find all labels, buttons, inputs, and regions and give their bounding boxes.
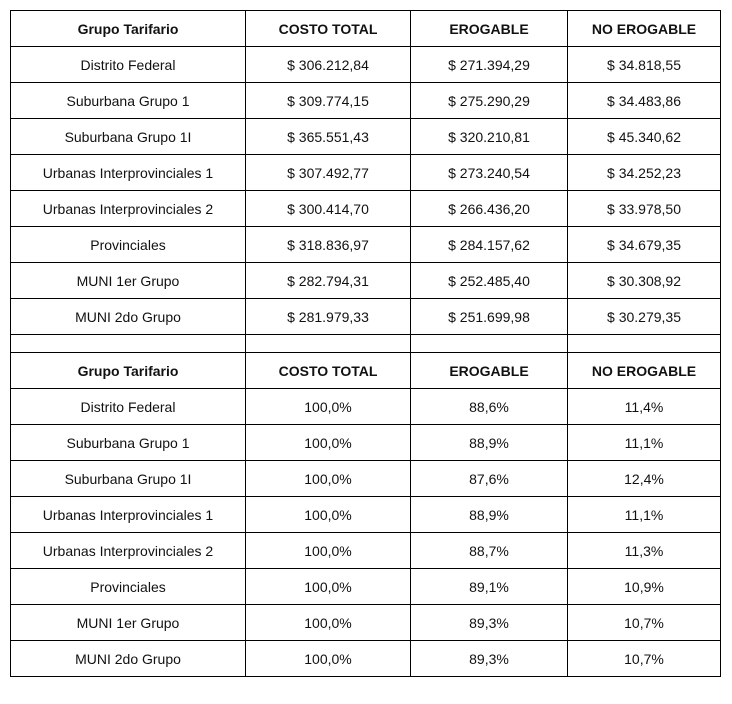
value-cell: $ 306.212,84 (245, 46, 411, 83)
group-cell: Urbanas Interprovinciales 2 (10, 190, 246, 227)
group-cell: MUNI 1er Grupo (10, 262, 246, 299)
group-cell: Distrito Federal (10, 388, 246, 425)
value-cell: $ 300.414,70 (245, 190, 411, 227)
value-cell: $ 34.679,35 (567, 226, 721, 263)
group-cell: Grupo Tarifario (10, 10, 246, 47)
value-cell: COSTO TOTAL (245, 352, 411, 389)
percentage-row: Urbanas Interprovinciales 2 100,0% 88,7% 11… (10, 532, 721, 569)
value-cell: 88,9% (410, 496, 568, 533)
value-cell: $ 275.290,29 (410, 82, 568, 119)
value-cell: $ 251.699,98 (410, 298, 568, 335)
value-cell: $ 307.492,77 (245, 154, 411, 191)
percentage-row: Distrito Federal 100,0% 88,6% 11,4% (10, 388, 721, 425)
amount-row: Suburbana Grupo 1I $ 365.551,43 $ 320.210,… (10, 118, 721, 155)
value-cell: $ 34.252,23 (567, 154, 721, 191)
amount-row: MUNI 2do Grupo $ 281.979,33 $ 251.699,98 $ … (10, 298, 721, 335)
cost-table-body: Grupo Tarifario COSTO TOTAL EROGABLE NO ERO… (10, 10, 721, 677)
value-cell: $ 284.157,62 (410, 226, 568, 263)
value-cell: 100,0% (245, 532, 411, 569)
group-cell: Suburbana Grupo 1I (10, 118, 246, 155)
amount-row: Urbanas Interprovinciales 2 $ 300.414,70 $… (10, 190, 721, 227)
empty-cell (245, 334, 411, 353)
value-cell: 11,1% (567, 496, 721, 533)
percentage-row: Suburbana Grupo 1I 100,0% 87,6% 12,4% (10, 460, 721, 497)
empty-cell (10, 334, 246, 353)
value-cell: $ 282.794,31 (245, 262, 411, 299)
group-cell: Provinciales (10, 568, 246, 605)
amount-row: Suburbana Grupo 1 $ 309.774,15 $ 275.290,2… (10, 82, 721, 119)
value-cell: 10,7% (567, 640, 721, 677)
group-cell: Provinciales (10, 226, 246, 263)
value-cell: 100,0% (245, 568, 411, 605)
value-cell: $ 34.818,55 (567, 46, 721, 83)
value-cell: $ 34.483,86 (567, 82, 721, 119)
header-row: Grupo Tarifario COSTO TOTAL EROGABLE NO ERO… (10, 352, 721, 389)
value-cell: $ 30.308,92 (567, 262, 721, 299)
percentage-row: Urbanas Interprovinciales 1 100,0% 88,9% 11… (10, 496, 721, 533)
amount-row: Provinciales $ 318.836,97 $ 284.157,62 $ 34… (10, 226, 721, 263)
value-cell: 10,7% (567, 604, 721, 641)
group-cell: Urbanas Interprovinciales 1 (10, 154, 246, 191)
group-cell: Suburbana Grupo 1 (10, 82, 246, 119)
group-cell: Urbanas Interprovinciales 1 (10, 496, 246, 533)
value-cell: $ 266.436,20 (410, 190, 568, 227)
value-cell: NO EROGABLE (567, 352, 721, 389)
cost-table: Grupo Tarifario COSTO TOTAL EROGABLE NO ERO… (10, 10, 721, 677)
value-cell: 88,7% (410, 532, 568, 569)
value-cell: 100,0% (245, 424, 411, 461)
amount-row: MUNI 1er Grupo $ 282.794,31 $ 252.485,40 $ … (10, 262, 721, 299)
group-cell: Suburbana Grupo 1I (10, 460, 246, 497)
value-cell: 89,1% (410, 568, 568, 605)
value-cell: $ 271.394,29 (410, 46, 568, 83)
empty-cell (410, 334, 568, 353)
percentage-row: MUNI 1er Grupo 100,0% 89,3% 10,7% (10, 604, 721, 641)
group-cell: Urbanas Interprovinciales 2 (10, 532, 246, 569)
value-cell: 100,0% (245, 460, 411, 497)
header-row: Grupo Tarifario COSTO TOTAL EROGABLE NO ERO… (10, 10, 721, 47)
value-cell: $ 320.210,81 (410, 118, 568, 155)
group-cell: Grupo Tarifario (10, 352, 246, 389)
value-cell: 88,9% (410, 424, 568, 461)
value-cell: EROGABLE (410, 10, 568, 47)
value-cell: 11,4% (567, 388, 721, 425)
group-cell: Suburbana Grupo 1 (10, 424, 246, 461)
value-cell: $ 45.340,62 (567, 118, 721, 155)
group-cell: MUNI 1er Grupo (10, 604, 246, 641)
group-cell: MUNI 2do Grupo (10, 640, 246, 677)
value-cell: 87,6% (410, 460, 568, 497)
value-cell: 89,3% (410, 640, 568, 677)
value-cell: NO EROGABLE (567, 10, 721, 47)
group-cell: MUNI 2do Grupo (10, 298, 246, 335)
spacer-row (10, 334, 721, 353)
amount-row: Distrito Federal $ 306.212,84 $ 271.394,29… (10, 46, 721, 83)
value-cell: 88,6% (410, 388, 568, 425)
value-cell: $ 365.551,43 (245, 118, 411, 155)
percentage-row: Provinciales 100,0% 89,1% 10,9% (10, 568, 721, 605)
value-cell: 100,0% (245, 604, 411, 641)
value-cell: $ 281.979,33 (245, 298, 411, 335)
value-cell: 11,1% (567, 424, 721, 461)
value-cell: $ 33.978,50 (567, 190, 721, 227)
value-cell: $ 30.279,35 (567, 298, 721, 335)
value-cell: $ 252.485,40 (410, 262, 568, 299)
value-cell: $ 318.836,97 (245, 226, 411, 263)
value-cell: EROGABLE (410, 352, 568, 389)
value-cell: COSTO TOTAL (245, 10, 411, 47)
value-cell: 89,3% (410, 604, 568, 641)
value-cell: 11,3% (567, 532, 721, 569)
value-cell: $ 309.774,15 (245, 82, 411, 119)
value-cell: 100,0% (245, 640, 411, 677)
value-cell: $ 273.240,54 (410, 154, 568, 191)
amount-row: Urbanas Interprovinciales 1 $ 307.492,77 $… (10, 154, 721, 191)
group-cell: Distrito Federal (10, 46, 246, 83)
percentage-row: Suburbana Grupo 1 100,0% 88,9% 11,1% (10, 424, 721, 461)
value-cell: 100,0% (245, 496, 411, 533)
value-cell: 10,9% (567, 568, 721, 605)
value-cell: 100,0% (245, 388, 411, 425)
empty-cell (567, 334, 721, 353)
value-cell: 12,4% (567, 460, 721, 497)
percentage-row: MUNI 2do Grupo 100,0% 89,3% 10,7% (10, 640, 721, 677)
